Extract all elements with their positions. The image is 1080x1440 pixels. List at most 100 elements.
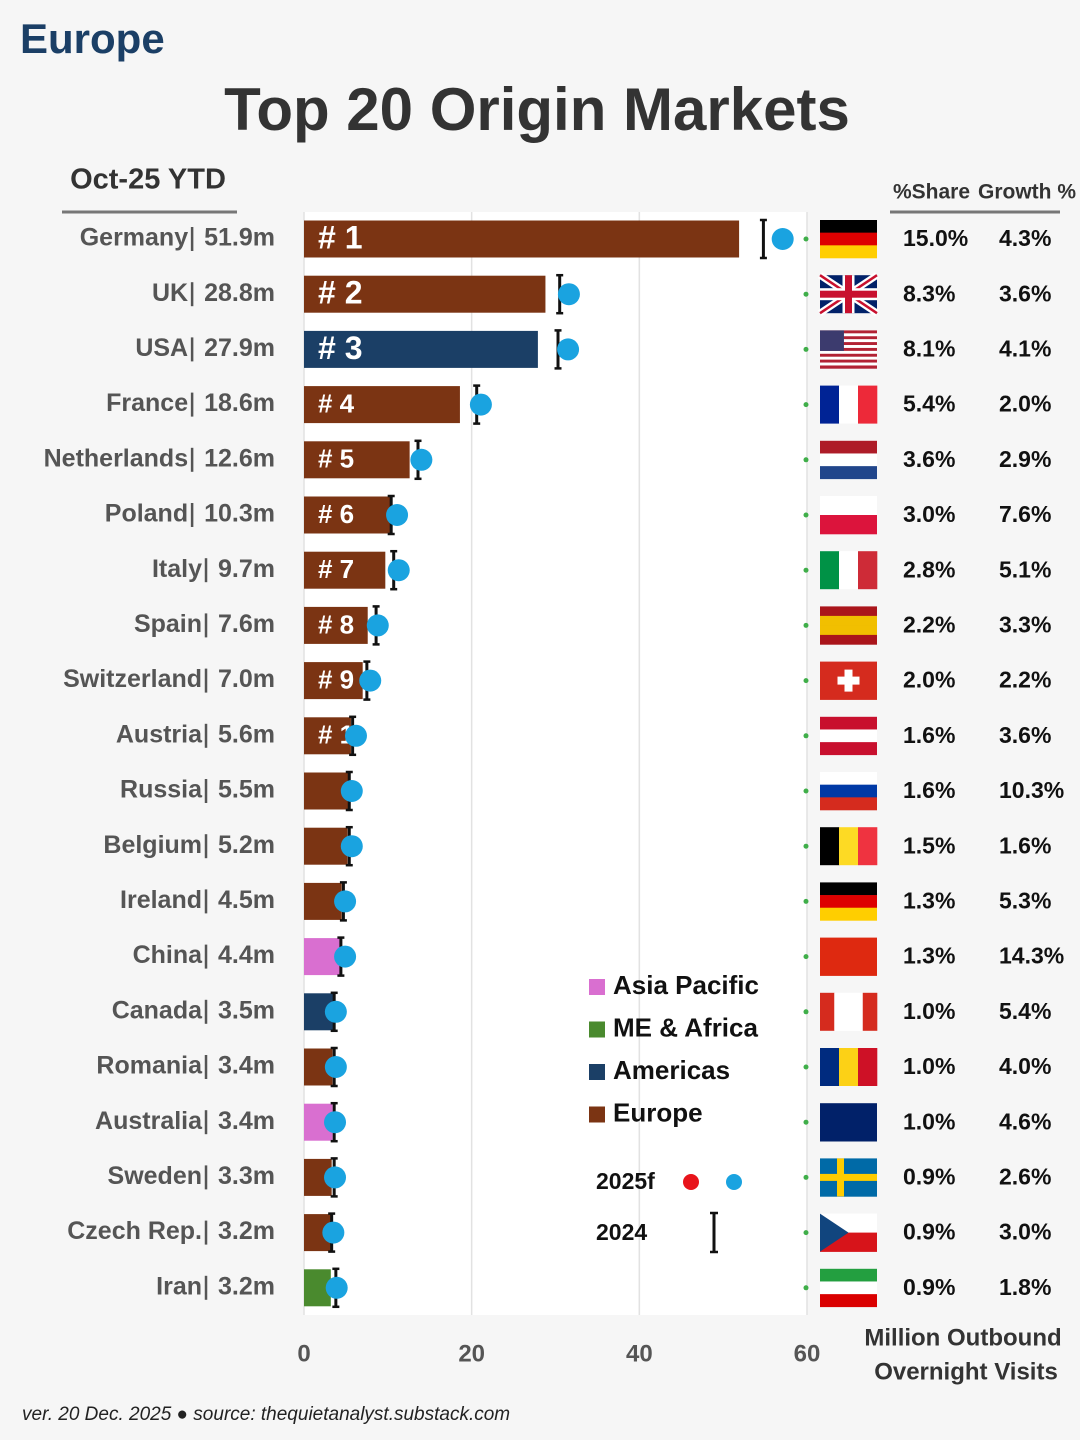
flag-stripe bbox=[834, 992, 849, 1031]
x-tick-label: 60 bbox=[794, 1340, 821, 1367]
value-label: 4.4m bbox=[218, 941, 275, 969]
row-dot bbox=[803, 1009, 809, 1015]
legend-swatch bbox=[589, 1021, 605, 1038]
bar bbox=[304, 662, 363, 700]
flag bbox=[820, 772, 877, 811]
legend-label: 2025f bbox=[596, 1168, 655, 1194]
value-label: 27.9m bbox=[204, 334, 275, 362]
flag-stripe bbox=[820, 1048, 840, 1086]
share-value: 8.1% bbox=[903, 335, 955, 361]
share-value: 2.0% bbox=[903, 667, 955, 693]
row-dot bbox=[803, 291, 809, 297]
marker-2025f bbox=[469, 393, 492, 416]
flag-stripe bbox=[820, 992, 835, 1031]
growth-value: 1.8% bbox=[999, 1274, 1051, 1300]
flag-stripe bbox=[820, 330, 877, 334]
category-label: Belgium bbox=[103, 831, 202, 859]
value-label: 3.2m bbox=[218, 1272, 275, 1300]
flag-stripe bbox=[820, 729, 877, 743]
share-value: 5.4% bbox=[903, 391, 955, 417]
growth-value: 5.3% bbox=[999, 887, 1051, 913]
growth-value: 2.2% bbox=[999, 667, 1051, 693]
legend-swatch bbox=[589, 1064, 605, 1080]
legend-label: Europe bbox=[613, 1097, 703, 1127]
flag-stripe bbox=[820, 827, 840, 866]
marker-2025f bbox=[334, 945, 357, 968]
flag-stripe bbox=[820, 362, 877, 366]
share-value: 0.9% bbox=[903, 1219, 955, 1245]
category-label: Sweden bbox=[108, 1162, 202, 1190]
row-dot bbox=[803, 512, 809, 518]
growth-value: 3.0% bbox=[999, 1219, 1051, 1245]
growth-value: 2.9% bbox=[999, 446, 1051, 472]
value-label: 3.3m bbox=[218, 1162, 275, 1190]
bar bbox=[304, 606, 368, 644]
flag-stripe bbox=[820, 359, 877, 363]
growth-value: 3.6% bbox=[999, 722, 1051, 748]
value-label: 5.2m bbox=[218, 831, 275, 859]
flag-stripe bbox=[820, 1294, 877, 1308]
bar bbox=[304, 386, 460, 424]
share-value: 1.3% bbox=[903, 887, 955, 913]
marker-2025f bbox=[344, 724, 367, 747]
flag-stripe bbox=[820, 907, 877, 921]
share-value: 8.3% bbox=[903, 280, 955, 306]
flag-stripe bbox=[839, 551, 859, 590]
value-label: 9.7m bbox=[218, 555, 275, 583]
marker-2025f bbox=[322, 1221, 345, 1244]
row-dot bbox=[803, 402, 809, 408]
flag-stripe bbox=[820, 350, 877, 355]
legend-marker bbox=[726, 1174, 742, 1190]
category-label: Romania bbox=[96, 1052, 203, 1080]
flag-stripe bbox=[820, 1281, 877, 1295]
growth-value: 5.4% bbox=[999, 998, 1051, 1024]
share-header: %Share bbox=[893, 181, 970, 204]
share-value: 3.6% bbox=[903, 446, 955, 472]
flag bbox=[820, 551, 878, 590]
flag-stripe bbox=[820, 232, 877, 246]
value-label: 7.6m bbox=[218, 610, 275, 638]
section-title: Europe bbox=[20, 15, 165, 62]
flag bbox=[820, 440, 877, 480]
flag-stripe bbox=[820, 615, 877, 626]
rank-label: # 1 bbox=[318, 219, 362, 255]
flag-stripe bbox=[820, 1103, 877, 1142]
value-label: 3.5m bbox=[218, 996, 275, 1024]
flag-stripe bbox=[858, 827, 878, 866]
growth-value: 10.3% bbox=[999, 777, 1064, 803]
row-dot bbox=[803, 1174, 809, 1180]
category-label: Germany bbox=[80, 224, 188, 252]
x-tick-label: 0 bbox=[297, 1340, 310, 1367]
growth-value: 2.6% bbox=[999, 1163, 1051, 1189]
flag-stripe bbox=[820, 345, 877, 349]
category-label: Spain bbox=[134, 610, 202, 638]
value-label: 10.3m bbox=[204, 500, 275, 528]
flag-stripe bbox=[820, 347, 877, 352]
legend-swatch bbox=[589, 979, 605, 995]
rank-label: # 6 bbox=[318, 499, 354, 529]
marker-2025f bbox=[325, 1276, 348, 1299]
rank-label: # 7 bbox=[318, 554, 354, 584]
plot-area bbox=[304, 212, 807, 1315]
growth-value: 4.3% bbox=[999, 225, 1051, 251]
growth-value: 3.3% bbox=[999, 611, 1051, 637]
flag-stripe bbox=[820, 333, 877, 337]
category-label: Australia bbox=[95, 1107, 203, 1135]
category-label: Poland bbox=[105, 500, 188, 528]
flag-stripe bbox=[820, 551, 840, 590]
value-label: 4.5m bbox=[218, 886, 275, 914]
category-label: Switzerland bbox=[63, 665, 202, 693]
marker-2025f bbox=[324, 1056, 347, 1078]
flag-stripe bbox=[820, 365, 877, 369]
legend-label: Asia Pacific bbox=[613, 970, 759, 1000]
legend-swatch bbox=[589, 1106, 605, 1123]
rank-label: # 8 bbox=[318, 609, 354, 639]
flag bbox=[820, 1158, 877, 1197]
flag bbox=[820, 937, 877, 976]
flag-stripe bbox=[858, 385, 878, 424]
legend-label: Americas bbox=[613, 1055, 730, 1085]
chart-subtitle: Oct-25 YTD bbox=[70, 164, 226, 196]
category-label: USA bbox=[135, 334, 188, 362]
row-dot bbox=[803, 678, 809, 684]
rank-label: # 4 bbox=[318, 388, 355, 418]
